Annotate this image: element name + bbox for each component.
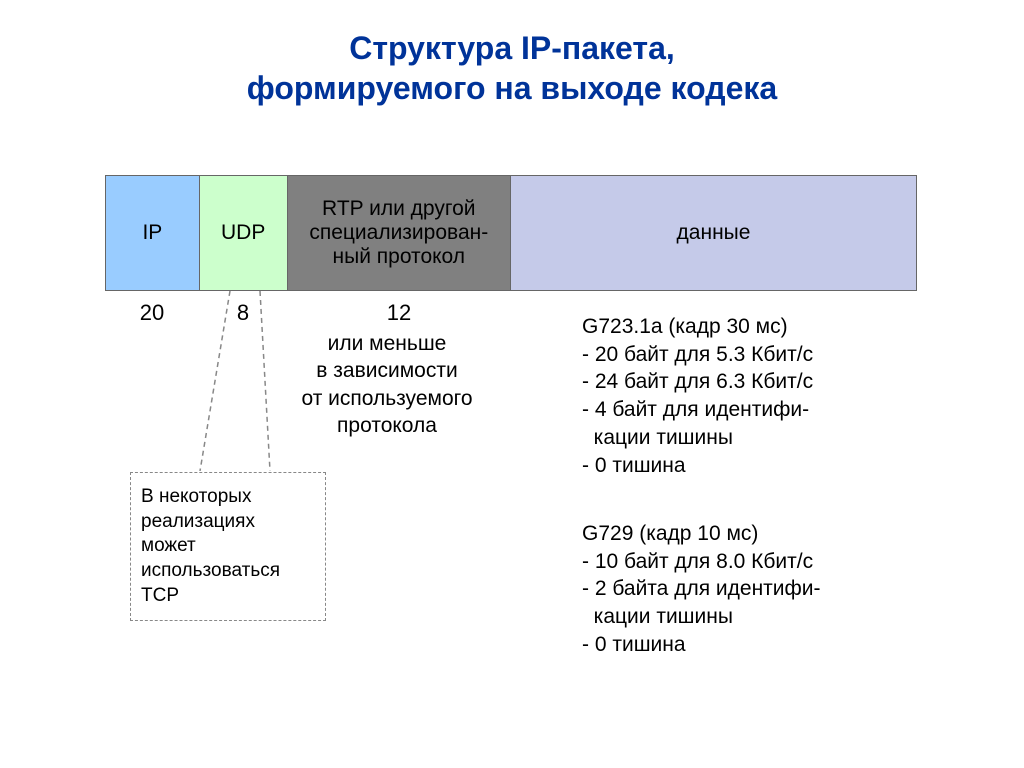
segment-udp: UDP — [200, 176, 288, 290]
g729-l4: - 0 тишина — [582, 633, 686, 656]
callout-l5: TCP — [141, 585, 179, 606]
rtp-bytes-note: или меньше в зависимости от используемог… — [275, 330, 499, 439]
rtp-note-l2: в зависимости — [316, 359, 457, 382]
segment-data-label: данные — [673, 217, 755, 249]
segment-ip-label: IP — [138, 217, 166, 249]
g723-title: G723.1a (кадр 30 мс) — [582, 315, 788, 338]
rtp-note-l3: от используемого — [301, 387, 472, 410]
callout-l4: использоваться — [141, 560, 280, 581]
bytes-ip: 20 — [105, 300, 199, 326]
segment-data: данные — [511, 176, 916, 290]
segment-rtp: RTP или другой специализирован-ный прото… — [288, 176, 511, 290]
g723-l3: - 4 байт для идентифи- — [582, 398, 809, 421]
segment-udp-label: UDP — [217, 217, 269, 249]
g723-l1: - 20 байт для 5.3 Кбит/с — [582, 343, 813, 366]
g729-title: G729 (кадр 10 мс) — [582, 522, 758, 545]
codec-g729-block: G729 (кадр 10 мс) - 10 байт для 8.0 Кбит… — [582, 520, 992, 659]
segment-rtp-label: RTP или другой специализирован-ный прото… — [288, 193, 510, 273]
segment-ip: IP — [106, 176, 200, 290]
callout-l2: реализациях — [141, 511, 255, 532]
g729-l2: - 2 байта для идентифи- — [582, 577, 821, 600]
bytes-rtp: 12 — [287, 300, 511, 326]
packet-structure: IP UDP RTP или другой специализирован-ны… — [105, 175, 917, 291]
rtp-note-l4: протокола — [337, 414, 437, 437]
callout-l3: может — [141, 535, 196, 556]
tcp-callout: В некоторых реализациях может использова… — [130, 472, 326, 621]
title-line-1: Структура IP-пакета, — [349, 30, 675, 66]
bytes-udp: 8 — [199, 300, 287, 326]
g729-l1: - 10 байт для 8.0 Кбит/с — [582, 550, 813, 573]
g723-l5: - 0 тишина — [582, 454, 686, 477]
codec-g723-block: G723.1a (кадр 30 мс) - 20 байт для 5.3 К… — [582, 313, 992, 479]
callout-l1: В некоторых — [141, 486, 251, 507]
slide-title: Структура IP-пакета, формируемого на вых… — [0, 0, 1024, 108]
g723-l4: кации тишины — [582, 426, 733, 449]
rtp-note-l1: или меньше — [328, 332, 447, 355]
g729-l3: кации тишины — [582, 605, 733, 628]
title-line-2: формируемого на выходе кодека — [247, 70, 777, 106]
g723-l2: - 24 байт для 6.3 Кбит/с — [582, 370, 813, 393]
